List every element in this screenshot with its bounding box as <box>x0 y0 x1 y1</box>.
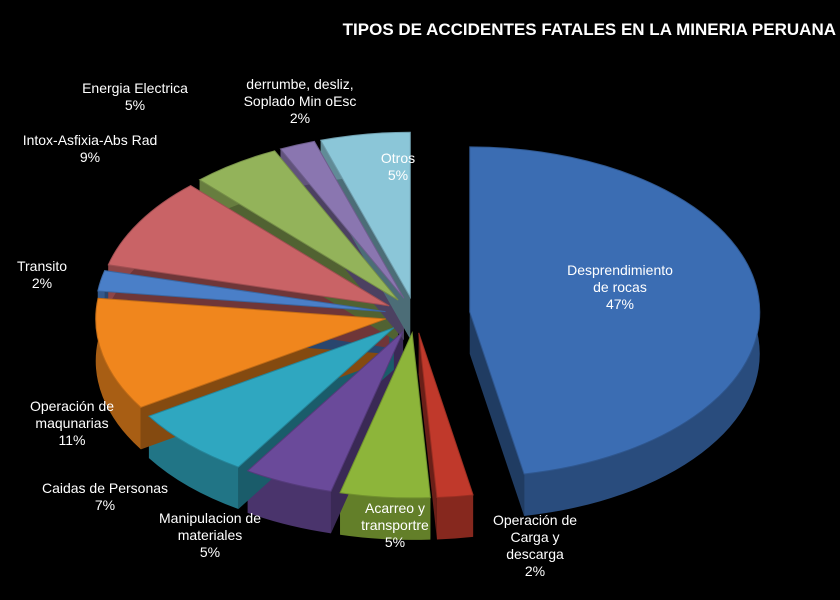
value-label: 2% <box>289 110 311 126</box>
data-label: Otros 5% <box>363 150 433 184</box>
data-label: Desprendimiento de rocas 47% <box>560 262 680 313</box>
category-label: Operación de maqunarias <box>29 398 115 431</box>
value-label: 5% <box>124 97 146 113</box>
category-label: Desprendimiento de rocas <box>567 262 673 295</box>
value-label: 5% <box>199 544 221 560</box>
pie-slice <box>279 140 405 299</box>
slice-side <box>247 470 331 534</box>
pie-slice <box>97 270 386 313</box>
value-label: 7% <box>94 497 116 513</box>
slice-side <box>148 416 239 510</box>
category-label: Transito <box>16 258 68 274</box>
slice-side <box>95 298 141 450</box>
value-label: 47% <box>605 296 635 312</box>
slice-side <box>469 311 525 516</box>
data-label: Energia Electrica 5% <box>80 80 190 114</box>
data-label: Manipulacion de materiales 5% <box>135 510 285 561</box>
category-label: derrumbe, desliz, Soplado Min oEsc <box>243 76 357 109</box>
category-label: Operación de Carga y descarga <box>492 512 578 562</box>
category-label: Energia Electrica <box>82 80 188 96</box>
pie-slice <box>95 297 386 408</box>
pie-slice <box>246 331 404 492</box>
data-label: Transito 2% <box>2 258 82 292</box>
pie-slice <box>339 331 431 499</box>
category-label: Acarreo y transportre <box>361 500 429 533</box>
data-label: Operación de maqunarias 11% <box>7 398 137 449</box>
pie-slice <box>198 150 399 301</box>
value-label: 5% <box>387 167 409 183</box>
data-label: Operación de Carga y descarga 2% <box>480 512 590 580</box>
data-label: Intox-Asfixia-Abs Rad 9% <box>15 132 165 166</box>
pie-slice <box>418 332 474 499</box>
data-label: Caidas de Personas 7% <box>10 480 200 514</box>
category-label: Intox-Asfixia-Abs Rad <box>22 132 158 148</box>
pie-slice <box>107 184 390 307</box>
value-label: 2% <box>31 275 53 291</box>
slice-side <box>418 332 437 540</box>
value-label: 5% <box>384 534 406 550</box>
chart-title: TIPOS DE ACCIDENTES FATALES EN LA MINERI… <box>342 20 836 39</box>
data-label: Acarreo y transportre 5% <box>345 500 445 551</box>
value-label: 2% <box>524 563 546 579</box>
pie-slice <box>469 146 761 475</box>
category-label: Otros <box>380 150 416 166</box>
category-label: Manipulacion de materiales <box>159 510 261 543</box>
slice-side <box>436 494 474 540</box>
data-label: derrumbe, desliz, Soplado Min oEsc 2% <box>235 76 365 127</box>
value-label: 9% <box>79 149 101 165</box>
category-label: Caidas de Personas <box>41 480 169 496</box>
slice-side <box>340 492 431 540</box>
value-label: 11% <box>58 432 86 448</box>
pie-slice <box>319 131 411 300</box>
pie-slice <box>147 327 395 468</box>
